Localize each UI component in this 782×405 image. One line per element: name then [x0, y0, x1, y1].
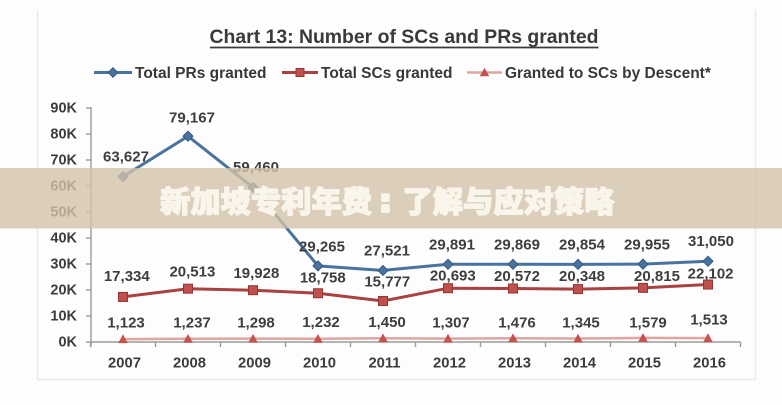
svg-text:27,521: 27,521 — [364, 242, 410, 259]
svg-text:1,237: 1,237 — [173, 314, 211, 331]
svg-text:0K: 0K — [58, 335, 77, 351]
svg-text:29,854: 29,854 — [559, 236, 606, 253]
svg-text:29,265: 29,265 — [299, 238, 345, 255]
svg-text:29,891: 29,891 — [429, 236, 475, 253]
svg-text:1,579: 1,579 — [629, 314, 667, 331]
svg-text:1,345: 1,345 — [562, 314, 600, 331]
svg-text:20,815: 20,815 — [634, 268, 680, 285]
svg-text:63,627: 63,627 — [103, 148, 149, 165]
svg-text:1,513: 1,513 — [690, 311, 728, 328]
svg-text:20,693: 20,693 — [430, 267, 476, 284]
svg-text:22,102: 22,102 — [688, 265, 734, 282]
svg-text:29,869: 29,869 — [494, 236, 540, 253]
svg-text:2016: 2016 — [693, 356, 726, 372]
svg-text:1,298: 1,298 — [237, 314, 275, 331]
svg-text:2009: 2009 — [238, 356, 271, 372]
svg-text:10K: 10K — [50, 309, 77, 325]
svg-text:18,758: 18,758 — [300, 269, 346, 286]
svg-text:15,777: 15,777 — [364, 273, 410, 290]
svg-text:1,476: 1,476 — [498, 314, 536, 331]
svg-text:80K: 80K — [50, 127, 77, 143]
svg-text:2015: 2015 — [628, 356, 661, 372]
svg-text:1,450: 1,450 — [368, 314, 406, 331]
svg-text:1,307: 1,307 — [432, 314, 470, 331]
svg-text:2012: 2012 — [433, 356, 466, 372]
svg-text:30K: 30K — [50, 257, 77, 273]
svg-text:2014: 2014 — [563, 356, 597, 372]
svg-text:1,232: 1,232 — [302, 314, 340, 331]
svg-text:17,334: 17,334 — [104, 268, 151, 285]
svg-text:20,572: 20,572 — [494, 268, 540, 285]
svg-text:31,050: 31,050 — [688, 233, 734, 250]
svg-text:Granted to SCs by Descent*: Granted to SCs by Descent* — [505, 65, 712, 82]
svg-text:79,167: 79,167 — [169, 109, 215, 126]
svg-text:1,123: 1,123 — [107, 314, 145, 331]
svg-text:2011: 2011 — [368, 356, 400, 372]
svg-text:2008: 2008 — [173, 356, 206, 372]
svg-text:20K: 20K — [50, 283, 77, 299]
svg-text:2007: 2007 — [108, 356, 141, 372]
svg-text:70K: 70K — [50, 153, 77, 169]
svg-text:2010: 2010 — [303, 356, 336, 372]
svg-text:Chart 13: Number of SCs and PR: Chart 13: Number of SCs and PRs granted — [210, 26, 599, 48]
svg-text:90K: 90K — [50, 101, 77, 117]
svg-text:Total SCs granted: Total SCs granted — [321, 65, 452, 82]
svg-text:Total PRs granted: Total PRs granted — [135, 65, 266, 82]
svg-text:40K: 40K — [50, 231, 77, 247]
svg-text:29,955: 29,955 — [624, 236, 670, 253]
svg-text:20,348: 20,348 — [559, 268, 605, 285]
svg-text:19,928: 19,928 — [233, 265, 279, 282]
svg-text:2013: 2013 — [498, 356, 531, 372]
svg-text:20,513: 20,513 — [169, 263, 215, 280]
